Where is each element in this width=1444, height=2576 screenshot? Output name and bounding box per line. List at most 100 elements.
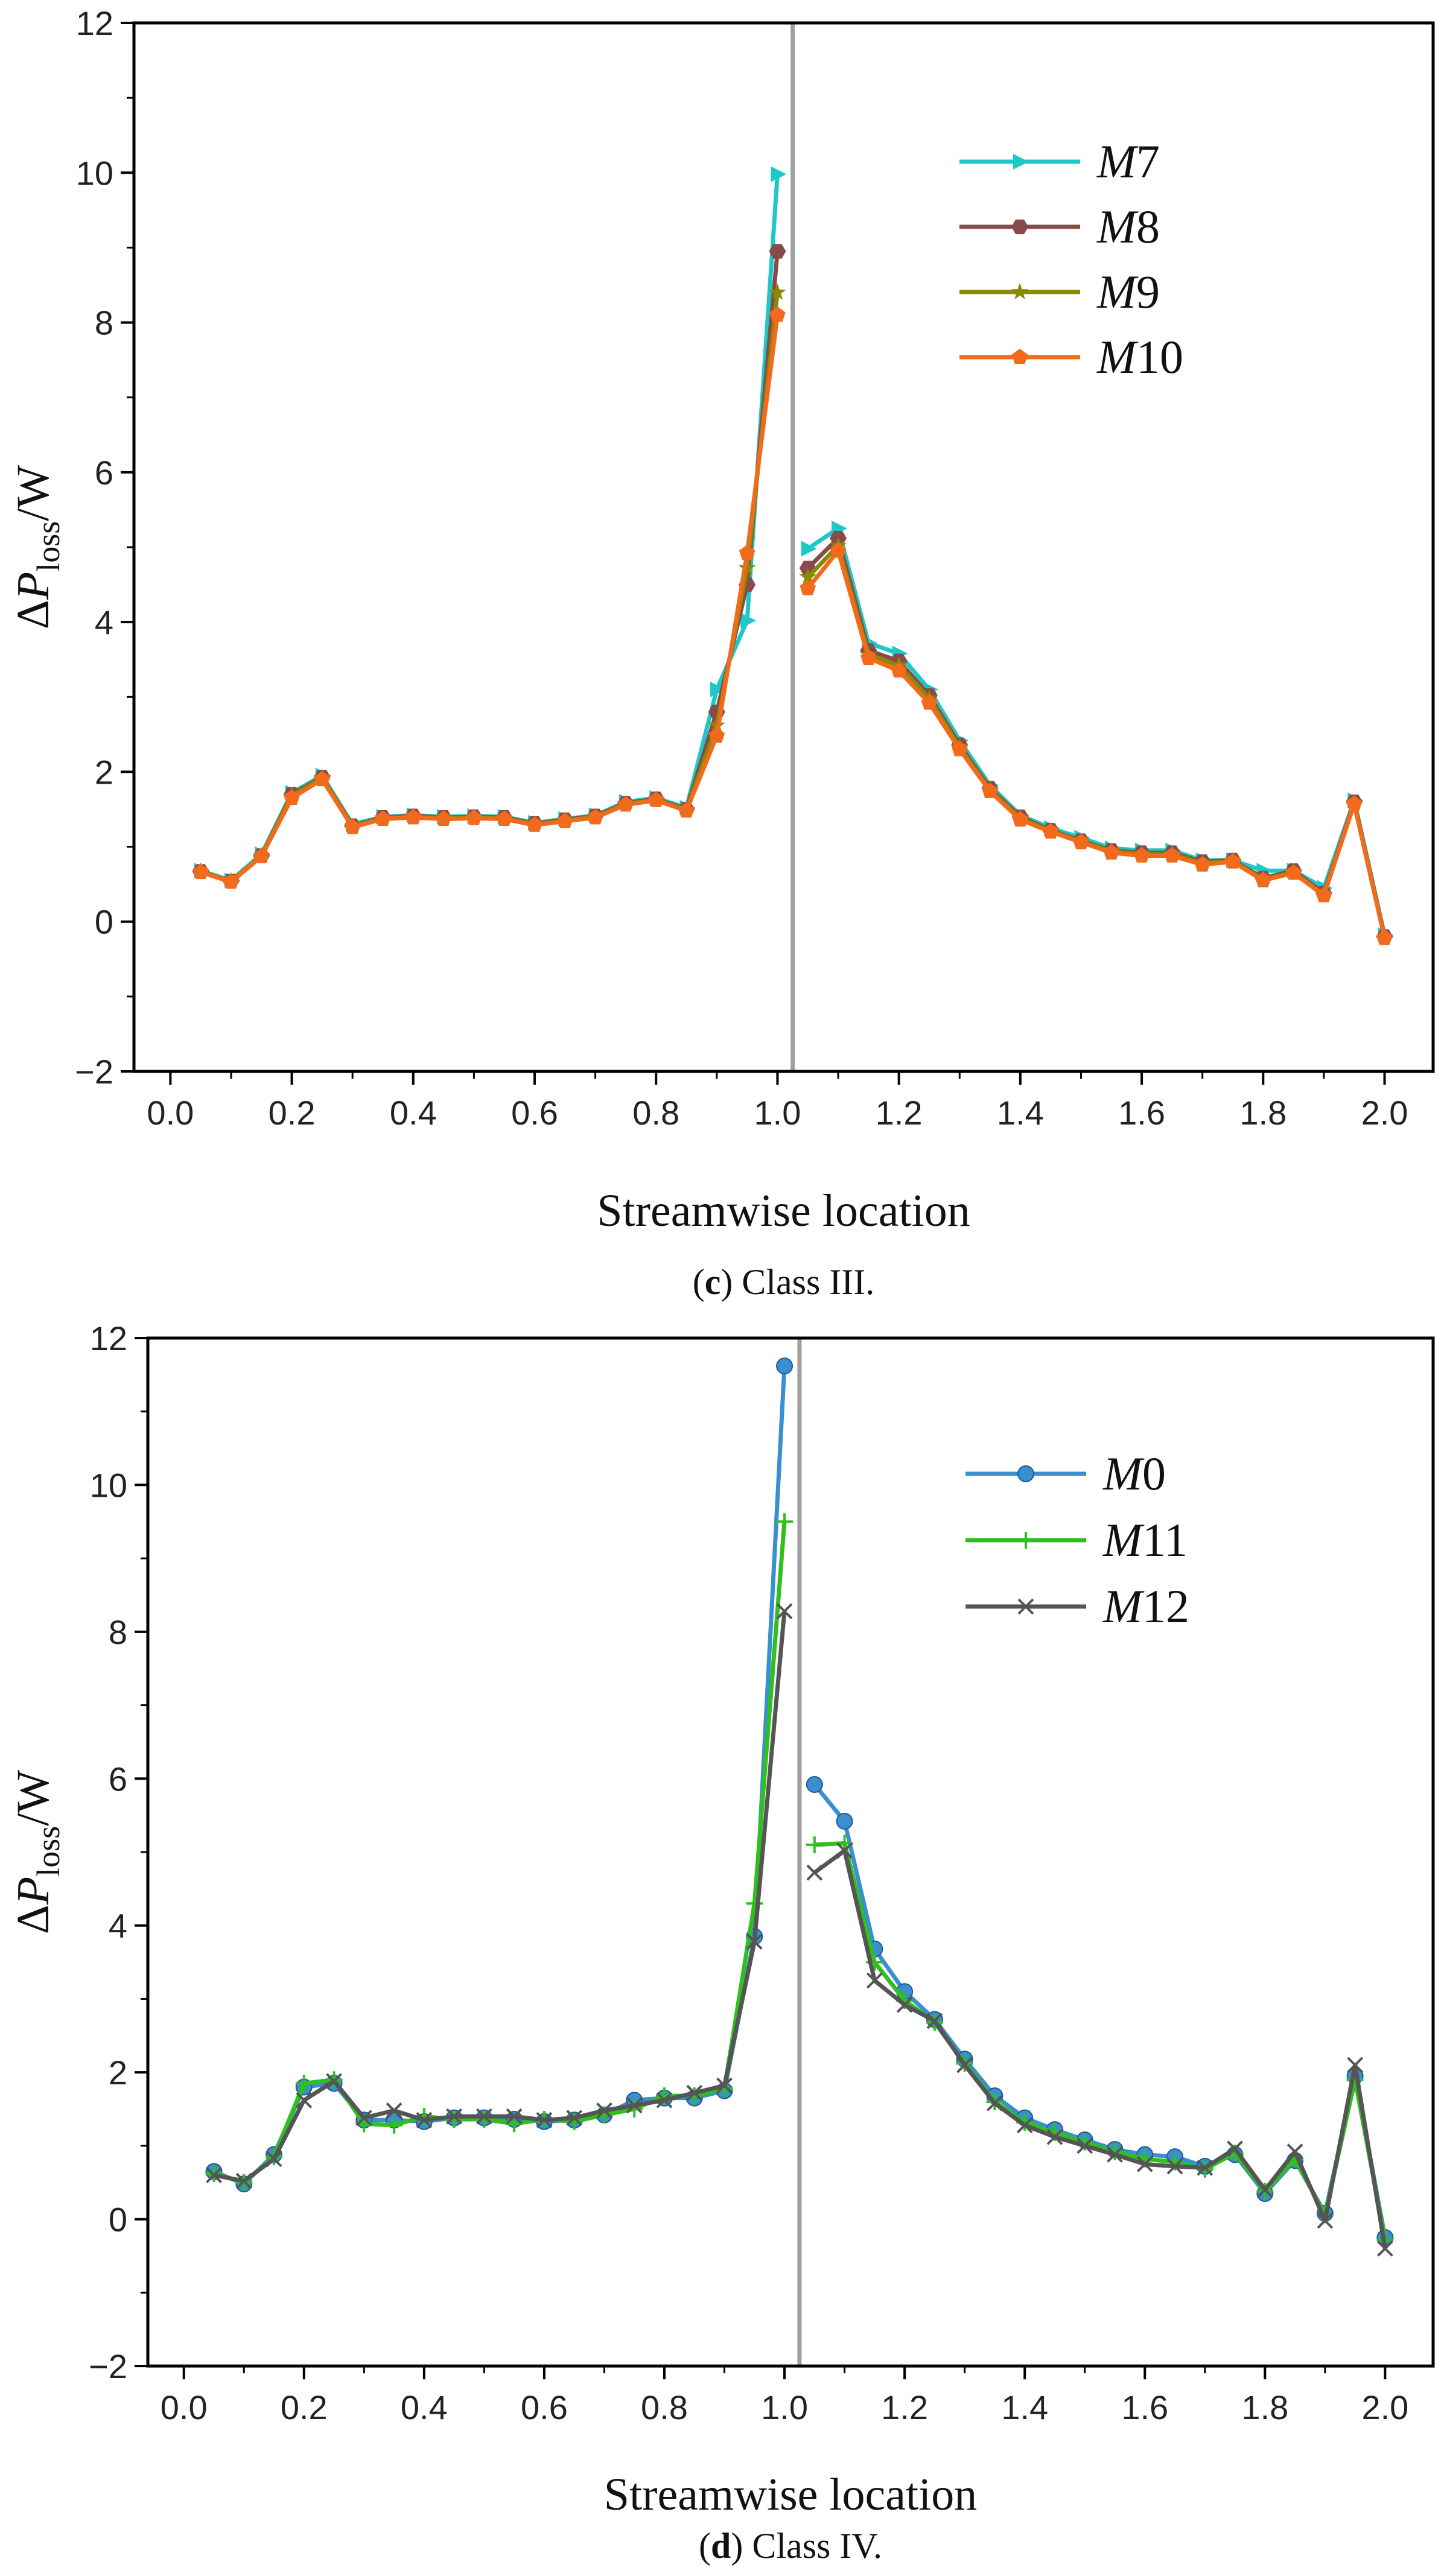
x-tick-label: 1.2	[881, 2388, 928, 2426]
data-point-M10	[496, 810, 513, 826]
data-point-M11	[776, 1513, 794, 1531]
chart-panel-c: 0.0 0.2 0.4 0.6 0.8 1.0 1.2 1.4 1.6 1.8 2.0 −2 0 2 4 6 8…	[8, 4, 1435, 1302]
data-point-M12	[1136, 2156, 1153, 2172]
data-point-M10	[1042, 823, 1059, 839]
data-point-M12	[355, 2110, 372, 2127]
panel-caption: (d) Class IV.	[699, 2526, 882, 2566]
data-point-M10	[1194, 856, 1211, 872]
data-point-M12	[596, 2102, 612, 2119]
legend-marker-M10	[1011, 349, 1028, 364]
y-axis-title: ΔPloss/W	[8, 465, 66, 629]
data-point-M10	[982, 782, 998, 799]
legend-label-M7: M7	[1096, 135, 1160, 188]
data-point-M11	[806, 1836, 823, 1853]
data-point-M12	[266, 2151, 282, 2168]
data-point-M10	[891, 662, 907, 678]
series-line-M10	[806, 548, 1387, 939]
data-point-M10	[951, 741, 968, 757]
data-point-M10	[1103, 844, 1120, 860]
x-tick-label: 1.0	[761, 2388, 808, 2426]
data-point-M9	[738, 559, 756, 576]
data-point-M10	[284, 789, 300, 805]
x-tick-label: 1.2	[876, 1094, 923, 1132]
data-point-M12	[235, 2172, 252, 2189]
y-tick-label: 2	[95, 753, 113, 791]
data-point-M10	[647, 792, 664, 807]
y-tick-label: 4	[95, 603, 113, 641]
series-line-M11	[814, 1841, 1387, 2241]
y-tick-label: −2	[89, 2347, 127, 2385]
data-point-M12	[1287, 2143, 1303, 2160]
legend-marker-M12	[1017, 1598, 1034, 1615]
x-tick-label: 1.6	[1118, 1094, 1165, 1132]
data-point-M10	[1073, 834, 1089, 849]
legend-marker-M7	[1013, 154, 1029, 170]
data-point-M10	[1376, 930, 1393, 945]
legend-marker-M9	[1011, 283, 1029, 300]
y-tick-label: 8	[95, 304, 113, 342]
data-point-M0	[806, 1776, 823, 1794]
x-tick-label: 0.8	[641, 2388, 688, 2426]
legend-marker-M11	[1017, 1532, 1034, 1549]
data-point-M12	[386, 2102, 402, 2119]
legend-label-M11: M11	[1102, 1514, 1188, 1566]
data-point-M11	[295, 2075, 313, 2092]
data-point-M12	[806, 1864, 823, 1881]
data-point-M10	[1315, 887, 1332, 903]
data-point-M10	[587, 809, 603, 825]
data-point-M7	[801, 541, 817, 557]
x-tick-label: 0.0	[161, 2388, 208, 2426]
data-point-M10	[1285, 864, 1302, 880]
data-point-M12	[836, 1842, 853, 1859]
data-point-M11	[746, 1895, 763, 1912]
x-tick-label: 0.4	[401, 2388, 448, 2426]
data-point-M10	[1164, 847, 1180, 863]
data-point-M11	[386, 2116, 403, 2134]
data-point-M10	[921, 694, 938, 710]
data-point-M9	[799, 568, 817, 585]
data-point-M12	[1227, 2140, 1243, 2157]
y-tick-label: 6	[109, 1760, 127, 1798]
data-point-M7	[771, 166, 787, 182]
data-point-M10	[344, 819, 361, 834]
y-tick-label: 6	[95, 454, 113, 492]
plot-frame	[146, 1336, 1435, 2368]
data-point-M10	[466, 810, 482, 825]
data-point-M7	[710, 681, 726, 697]
x-tick-label: 0.2	[281, 2388, 328, 2426]
data-point-M10	[435, 810, 452, 826]
x-tick-label: 1.4	[1001, 2388, 1048, 2426]
data-point-M10	[192, 863, 209, 880]
y-tick-label: 0	[95, 903, 113, 941]
data-point-M12	[686, 2084, 703, 2101]
series-M12	[206, 1603, 1393, 2257]
data-point-M10	[1133, 847, 1150, 863]
data-point-M8	[769, 244, 786, 259]
data-point-M12	[776, 1603, 793, 1620]
y-tick-label: 4	[109, 1907, 127, 1945]
data-point-M10	[223, 873, 240, 889]
data-point-M12	[1046, 2128, 1063, 2145]
x-tick-label: 1.4	[997, 1094, 1044, 1132]
y-tick-label: 0	[109, 2201, 127, 2239]
y-axis-title: ΔPloss/W	[8, 1770, 66, 1934]
y-tick-label: 10	[90, 1466, 127, 1504]
series-line-M12	[813, 1848, 1387, 2249]
legend-marker-M8	[1011, 219, 1028, 235]
legend-label-M12: M12	[1102, 1580, 1189, 1632]
series-line-M7	[200, 174, 780, 883]
data-point-M10	[1012, 811, 1029, 827]
x-tick-label: 0.4	[390, 1094, 437, 1132]
data-point-M12	[566, 2110, 583, 2127]
legend-marker-M0	[1017, 1465, 1034, 1482]
data-point-M12	[1347, 2057, 1364, 2073]
data-point-M12	[326, 2073, 342, 2090]
plot-frame	[132, 21, 1435, 1073]
data-point-M12	[1197, 2159, 1213, 2176]
data-point-M12	[476, 2108, 492, 2125]
x-tick-label: 2.0	[1361, 2388, 1408, 2426]
y-tick-label: 10	[76, 154, 113, 192]
data-point-M12	[926, 2013, 943, 2029]
y-tick-label: 12	[90, 1319, 127, 1357]
